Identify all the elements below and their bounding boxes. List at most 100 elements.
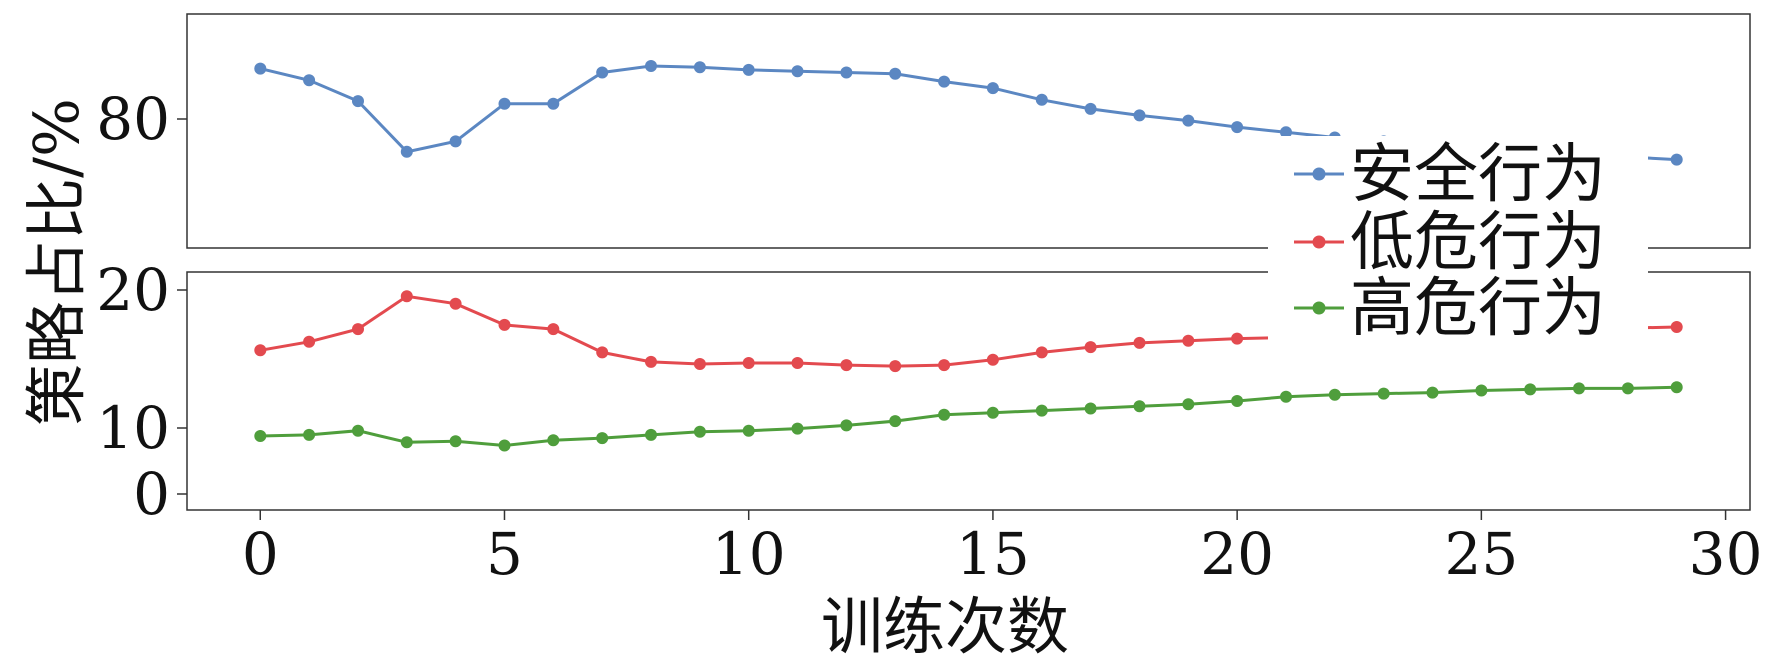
legend-label-high-risk: 高危行为 <box>1350 272 1606 346</box>
data-point-1-12 <box>840 359 853 372</box>
x-tick-label-15: 15 <box>956 520 1030 588</box>
data-point-1-6 <box>547 323 560 336</box>
data-point-0-17 <box>1084 102 1097 115</box>
x-tick-label-10: 10 <box>712 520 786 588</box>
data-point-2-29 <box>1670 381 1683 394</box>
data-point-2-1 <box>303 428 316 441</box>
data-point-0-4 <box>449 135 462 148</box>
data-point-1-5 <box>498 318 511 331</box>
data-point-0-6 <box>547 97 560 110</box>
legend-label-low-risk: 低危行为 <box>1350 206 1606 280</box>
data-point-0-2 <box>352 95 364 108</box>
data-point-2-21 <box>1280 390 1292 403</box>
data-point-1-16 <box>1035 346 1048 359</box>
legend-item-safe: 安全行为 <box>1294 138 1606 212</box>
data-point-2-16 <box>1035 404 1048 417</box>
data-point-1-8 <box>645 355 657 368</box>
data-point-0-20 <box>1231 121 1244 134</box>
data-point-1-18 <box>1133 336 1146 349</box>
data-point-1-15 <box>986 353 999 366</box>
upper-y-axis: 80 <box>96 85 187 153</box>
data-point-0-29 <box>1670 153 1683 166</box>
data-point-2-27 <box>1573 382 1585 395</box>
data-point-0-21 <box>1280 126 1292 139</box>
data-point-2-22 <box>1328 388 1341 401</box>
data-point-0-3 <box>400 145 413 158</box>
x-axis-title: 训练次数 <box>821 590 1069 663</box>
data-point-2-7 <box>596 432 609 445</box>
data-point-1-9 <box>693 358 706 370</box>
y-axis-title: 策略占比/% <box>20 98 93 426</box>
data-point-2-13 <box>889 415 902 428</box>
data-point-2-26 <box>1524 383 1537 396</box>
data-point-2-14 <box>938 408 951 421</box>
data-point-2-5 <box>498 439 511 452</box>
data-point-2-19 <box>1182 398 1195 411</box>
data-point-2-12 <box>840 419 853 432</box>
data-point-2-28 <box>1621 382 1634 395</box>
data-point-2-8 <box>645 428 657 441</box>
data-point-2-9 <box>693 425 706 438</box>
x-axis: 0 5 10 15 20 25 30 <box>242 510 1763 588</box>
data-point-2-4 <box>449 435 462 448</box>
data-point-0-18 <box>1133 109 1146 122</box>
data-point-2-15 <box>986 406 999 419</box>
lower-panel-frame <box>186 271 1751 511</box>
data-point-2-23 <box>1377 387 1390 400</box>
data-point-0-0 <box>254 62 267 75</box>
data-point-2-0 <box>254 430 267 442</box>
data-point-1-2 <box>352 323 364 336</box>
data-point-1-10 <box>742 357 755 369</box>
data-point-0-12 <box>840 66 853 79</box>
data-point-1-0 <box>254 344 267 357</box>
data-point-0-19 <box>1182 114 1195 127</box>
legend-background <box>1268 136 1648 354</box>
data-point-2-20 <box>1231 395 1244 407</box>
data-point-1-29 <box>1670 321 1683 333</box>
data-point-0-15 <box>986 82 999 95</box>
series-2 <box>254 381 1683 452</box>
x-tick-label-5: 5 <box>486 520 523 588</box>
x-tick-label-30: 30 <box>1689 520 1763 588</box>
data-point-1-20 <box>1231 332 1244 345</box>
data-point-2-24 <box>1426 386 1439 399</box>
data-point-1-3 <box>400 290 413 303</box>
data-point-0-11 <box>791 65 804 78</box>
x-tick-label-0: 0 <box>242 520 279 588</box>
data-point-1-1 <box>303 335 316 348</box>
data-point-2-25 <box>1475 384 1488 397</box>
data-point-1-11 <box>791 357 804 369</box>
data-point-2-3 <box>400 436 413 449</box>
data-point-0-16 <box>1035 93 1048 106</box>
legend-marker-high-risk <box>1312 301 1326 315</box>
data-point-0-7 <box>596 66 609 79</box>
lower-y-tick-label-10: 10 <box>96 394 170 462</box>
x-tick-label-20: 20 <box>1200 520 1274 588</box>
data-point-2-10 <box>742 424 755 437</box>
data-point-1-13 <box>889 360 902 373</box>
data-point-0-10 <box>742 63 755 76</box>
data-point-0-5 <box>498 97 511 110</box>
legend-item-low-risk: 低危行为 <box>1294 206 1606 280</box>
data-point-1-4 <box>449 297 462 310</box>
data-point-1-7 <box>596 346 609 359</box>
data-point-1-17 <box>1084 341 1097 354</box>
series-line-2 <box>260 385 1677 448</box>
legend: 安全行为 低危行为 高危行为 <box>1268 136 1648 354</box>
x-tick-label-25: 25 <box>1444 520 1518 588</box>
data-point-2-17 <box>1084 402 1097 415</box>
lower-y-tick-label-20: 20 <box>96 256 170 324</box>
data-point-1-19 <box>1182 334 1195 347</box>
data-point-2-6 <box>547 434 560 447</box>
lower-y-tick-label-0: 0 <box>133 460 170 528</box>
legend-marker-safe <box>1312 167 1326 181</box>
data-point-2-18 <box>1133 400 1146 413</box>
data-point-0-9 <box>693 61 706 74</box>
lower-y-axis: 20 10 0 <box>96 256 187 528</box>
upper-y-tick-label-80: 80 <box>96 85 170 153</box>
upper-panel-frame <box>186 13 1751 249</box>
data-point-0-14 <box>938 75 951 88</box>
data-point-0-1 <box>303 74 316 87</box>
data-point-1-14 <box>938 359 951 372</box>
